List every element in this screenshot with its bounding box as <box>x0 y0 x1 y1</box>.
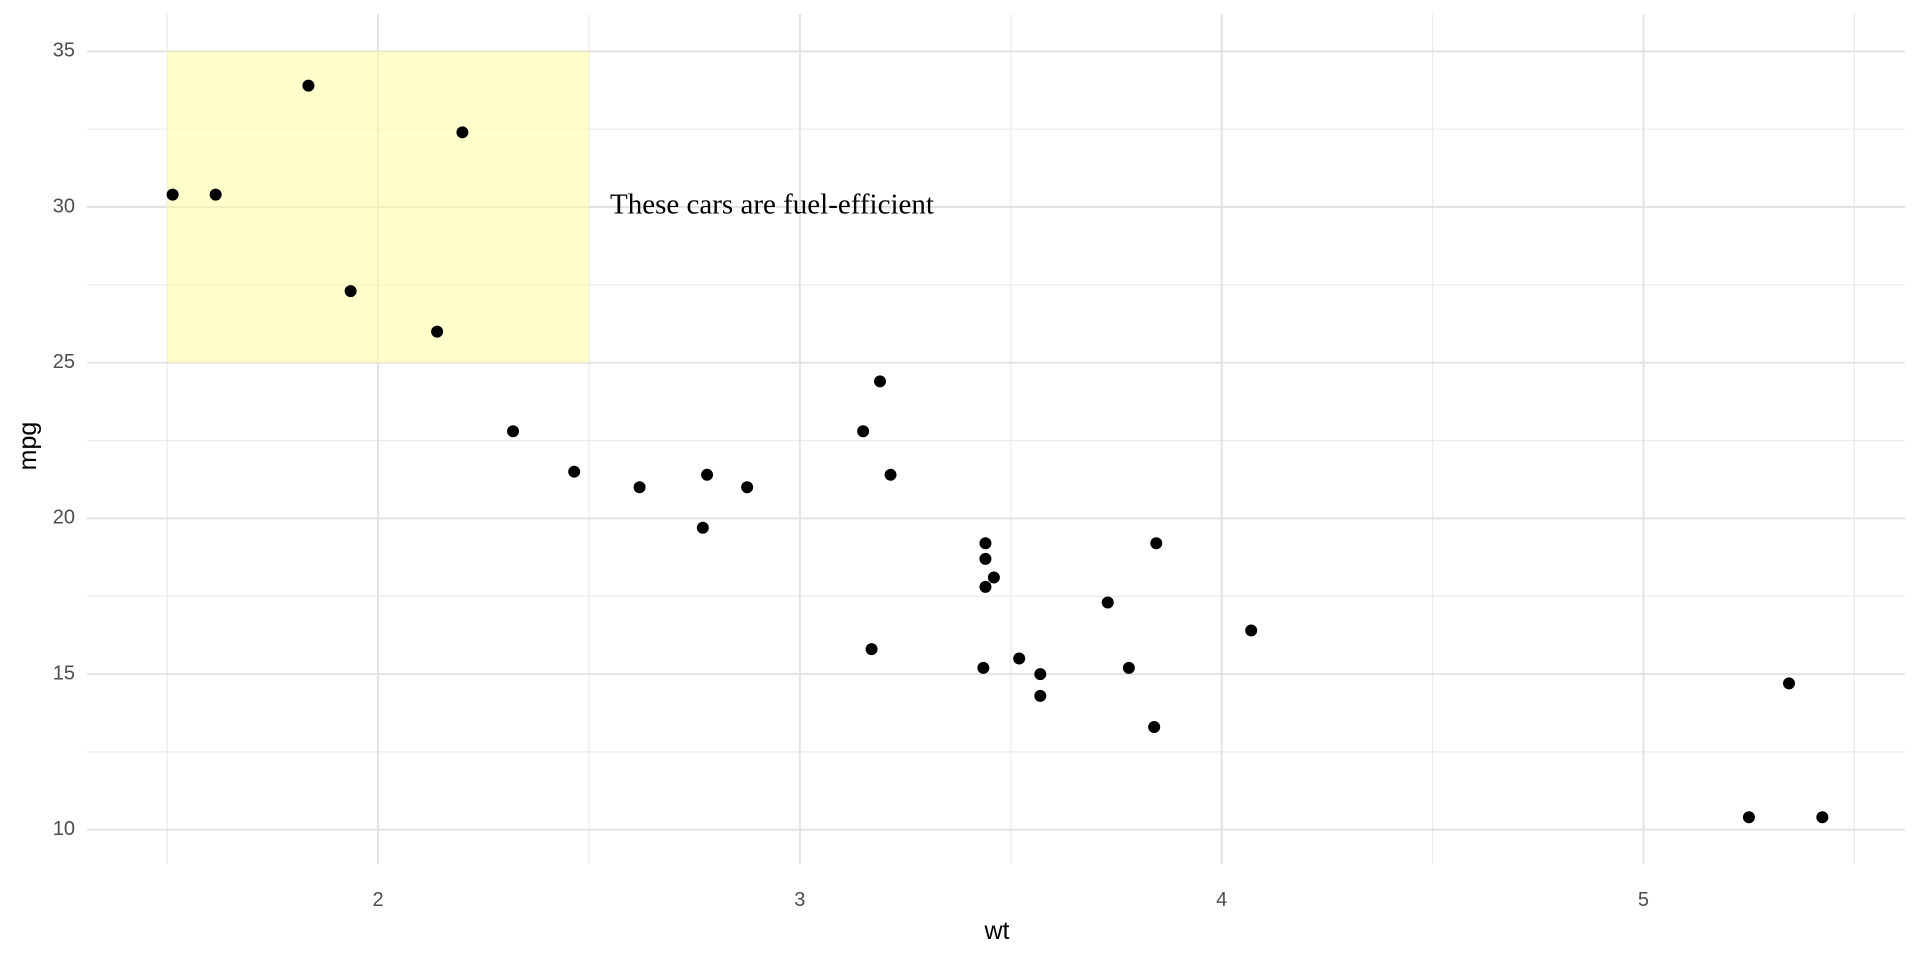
y-tick-label: 20 <box>53 507 75 529</box>
data-point <box>874 375 887 388</box>
y-tick-label: 25 <box>53 351 75 373</box>
data-point <box>456 126 469 139</box>
minor-gridlines <box>87 14 1905 864</box>
y-tick-label: 15 <box>53 662 75 684</box>
data-points <box>166 79 1829 824</box>
y-axis-title: mpg <box>14 422 42 471</box>
data-point <box>857 425 870 438</box>
data-point <box>696 521 709 534</box>
annotation-label: These cars are fuel-efficient <box>610 189 934 221</box>
data-point <box>1816 811 1829 824</box>
data-point <box>1122 661 1135 674</box>
x-tick-label: 3 <box>794 889 805 911</box>
data-point <box>741 481 754 494</box>
fuel-efficient-highlight-region <box>167 51 589 363</box>
data-point <box>1034 689 1047 702</box>
data-point <box>568 465 581 478</box>
data-point <box>344 285 357 298</box>
data-point <box>633 481 646 494</box>
data-point <box>302 79 315 92</box>
x-axis-tick-labels: 2 3 4 5 <box>372 889 1649 911</box>
data-point <box>865 643 878 656</box>
data-point <box>979 552 992 565</box>
data-point <box>977 661 990 674</box>
data-point <box>166 188 179 201</box>
data-point <box>1783 677 1796 690</box>
x-tick-label: 4 <box>1216 889 1227 911</box>
data-point <box>1150 537 1163 550</box>
data-point <box>209 188 222 201</box>
data-point <box>979 580 992 593</box>
data-point <box>701 468 714 481</box>
data-point <box>1013 652 1026 665</box>
data-point <box>884 468 897 481</box>
y-tick-label: 35 <box>53 40 75 62</box>
x-tick-label: 2 <box>372 889 383 911</box>
data-point <box>1245 624 1258 637</box>
data-point <box>979 537 992 550</box>
x-axis-title: wt <box>984 917 1010 945</box>
data-point <box>987 571 1000 584</box>
y-tick-label: 10 <box>53 818 75 840</box>
data-point <box>431 325 444 338</box>
data-point <box>1742 811 1755 824</box>
x-tick-label: 5 <box>1638 889 1649 911</box>
y-tick-label: 30 <box>53 195 75 217</box>
data-point <box>1101 596 1114 609</box>
y-axis-tick-labels: 10 15 20 25 30 35 <box>53 40 75 840</box>
data-point <box>1148 721 1161 734</box>
data-point <box>1034 668 1047 681</box>
data-point <box>507 425 520 438</box>
